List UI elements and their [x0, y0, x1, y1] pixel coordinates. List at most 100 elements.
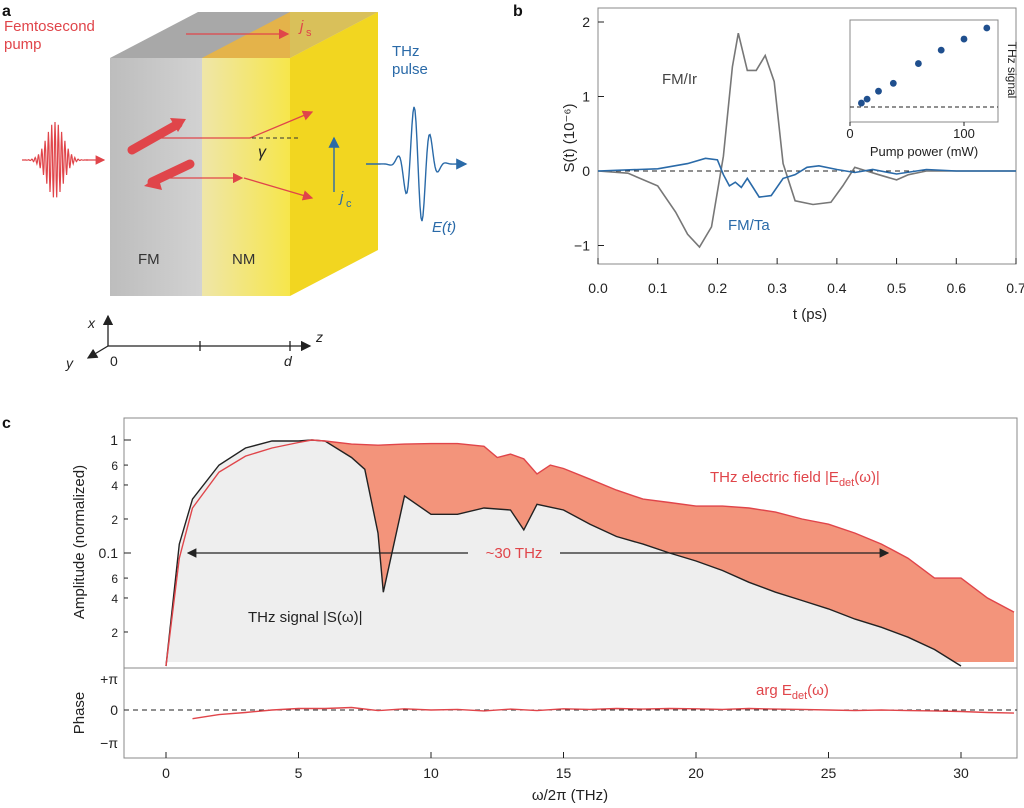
series-phase — [192, 706, 1015, 720]
inset-point — [863, 95, 871, 103]
axis-z-label: z — [315, 329, 323, 345]
panel-b-xtick-label: 0.1 — [648, 280, 668, 296]
panel-b-ytick-label: −1 — [574, 238, 590, 254]
inset-frame — [849, 19, 999, 123]
panel-a-letter: a — [2, 3, 11, 20]
panel-c-xlabel: ω/2π (THz) — [532, 787, 608, 804]
phase-label-main: arg E — [756, 682, 792, 699]
gamma-label: γ — [258, 144, 267, 161]
panel-b-xtick-label: 0.0 — [588, 280, 608, 296]
field-label-sub: det — [839, 477, 854, 489]
panel-b-xlabel: t (ps) — [793, 306, 827, 323]
thickness-label: d — [284, 353, 293, 369]
phase-tick-zero: 0 — [110, 702, 118, 718]
pump-pulse — [22, 121, 88, 198]
magnetization-arrow-down — [144, 159, 195, 190]
panel-c-xtick-label: 5 — [295, 765, 303, 781]
panel-b-ticks: 0.0 0.1 0.2 0.3 0.4 0.5 0.6 0.7 −1 0 1 2 — [574, 14, 1024, 296]
panel-b-ytick-label: 2 — [582, 14, 590, 30]
pump-label-1: Femtosecond — [4, 18, 95, 35]
jc-sub: c — [346, 198, 352, 210]
panel-b-xtick-label: 0.3 — [767, 280, 787, 296]
label-fm-ir: FM/Ir — [662, 71, 697, 88]
nm-top-shade — [202, 12, 290, 58]
inset-point — [937, 46, 945, 54]
phase-frame — [123, 667, 1018, 759]
phase-label-end: (ω) — [807, 682, 829, 699]
panel-b-xtick-label: 0.4 — [827, 280, 847, 296]
field-label: E(t) — [432, 219, 456, 236]
panel-b-ytick-label: 0 — [582, 163, 590, 179]
panel-b-frame — [597, 7, 1017, 265]
inset-point — [915, 60, 922, 67]
axis-y-arrow — [86, 345, 109, 359]
panel-c-xtick-label: 10 — [423, 765, 439, 781]
label-fm-ta: FM/Ta — [728, 217, 770, 234]
amplitude-ytick-label: 2 — [111, 626, 118, 640]
phase-tick-minus-pi: −π — [100, 735, 118, 751]
amplitude-ylabel: Amplitude (normalized) — [71, 465, 88, 619]
phase-ylabel: Phase — [71, 692, 88, 735]
series-thz-signal — [165, 439, 962, 667]
axis-y-label: y — [65, 355, 74, 371]
signal-label: THz signal |S(ω)| — [248, 609, 363, 626]
nm-label: NM — [232, 251, 255, 268]
bandwidth-label: ~30 THz — [486, 545, 543, 562]
inset-xtick-0: 0 — [846, 126, 853, 141]
inset-point — [889, 79, 897, 87]
panel-b-xtick-label: 0.6 — [947, 280, 967, 296]
panel-c-letter: c — [2, 415, 11, 432]
origin-label: 0 — [110, 353, 118, 369]
amplitude-ytick-label: 6 — [111, 572, 118, 586]
field-label-text: THz electric field |Edet(ω)| — [710, 469, 880, 489]
js-label: j — [298, 18, 304, 35]
thz-label-2: pulse — [392, 61, 428, 78]
amplitude-ytick-label: 6 — [111, 459, 118, 473]
panel-c-xtick-label: 20 — [688, 765, 704, 781]
panel-b-xtick-label: 0.7 — [1006, 280, 1024, 296]
nm-layer — [202, 58, 290, 296]
inset-point — [960, 35, 968, 43]
amplitude-ytick-label: 2 — [111, 513, 118, 527]
thz-label-1: THz — [392, 43, 420, 60]
electron-path-down-2 — [243, 177, 314, 201]
panel-b-letter: b — [513, 3, 523, 20]
inset-ylabel: THz signal — [1005, 42, 1019, 99]
panel-c-xtick-label: 15 — [556, 765, 572, 781]
phase-label-sub: det — [792, 690, 807, 702]
inset-xlabel: Pump power (mW) — [870, 144, 978, 159]
panel-c-xtick-label: 30 — [953, 765, 969, 781]
inset-point — [983, 24, 991, 32]
panel-b-ylabel: S(t) (10⁻⁶) — [561, 103, 578, 172]
jc-label: j — [338, 189, 344, 206]
amplitude-ytick-label: 4 — [111, 592, 118, 606]
series-fm-ta — [597, 157, 1016, 198]
series-fm-ir — [597, 33, 1016, 249]
pump-label-2: pump — [4, 36, 42, 53]
fm-label: FM — [138, 251, 160, 268]
field-label-end: (ω)| — [854, 469, 880, 486]
inset-point — [875, 87, 882, 95]
series-thz-field — [165, 439, 1015, 667]
js-sub: s — [306, 27, 312, 39]
panel-b-ytick-label: 1 — [582, 89, 590, 105]
magnetization-arrow-up — [127, 118, 186, 155]
panel-c-xtick-label: 0 — [162, 765, 170, 781]
amplitude-ytick-label: 1 — [110, 432, 118, 448]
inset-point — [858, 99, 865, 107]
amplitude-ytick-label: 4 — [111, 479, 118, 493]
phase-tick-plus-pi: +π — [100, 671, 118, 687]
electron-path-up-2 — [249, 110, 314, 139]
panel-b-xtick-label: 0.2 — [708, 280, 728, 296]
panel-c-xtick-label: 25 — [821, 765, 837, 781]
thz-pulse-waveform — [366, 106, 457, 222]
field-label-main: THz electric field |E — [710, 469, 839, 486]
panel-b: b 0.0 0.1 0.2 0.3 0.4 0.5 0.6 0.7 −1 0 1 2 FM/Ir FM… — [513, 3, 1024, 323]
inset-points — [858, 24, 991, 107]
panel-a: a Femtosecond pump j s γ — [2, 3, 468, 371]
amplitude-ytick-label: 0.1 — [99, 545, 119, 561]
panel-b-xtick-label: 0.5 — [887, 280, 907, 296]
phase-label-text: arg Edet(ω) — [756, 682, 829, 702]
